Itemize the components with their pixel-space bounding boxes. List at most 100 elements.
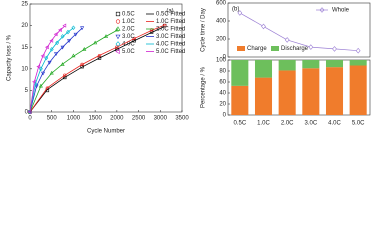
- marker: [332, 46, 337, 52]
- marker: [80, 64, 84, 69]
- legend-label: 5.0C Fitted: [156, 49, 185, 55]
- legend-label: Charge: [247, 46, 267, 52]
- x-tick-label: 1.0C: [257, 121, 270, 127]
- marker: [80, 26, 85, 31]
- x-tick-label: 500: [47, 116, 58, 122]
- bar-segment: [254, 60, 273, 78]
- y-tick-label: 20: [219, 102, 226, 108]
- x-tick-label: 5.0C: [352, 121, 365, 127]
- bar-segment: [302, 68, 320, 115]
- marker: [80, 62, 84, 67]
- x-tick-label: 0.5C: [233, 121, 246, 127]
- axes-frame-a: [29, 3, 183, 113]
- bar-segment: [254, 77, 273, 115]
- marker: [54, 52, 59, 56]
- legend-marker: [115, 34, 121, 40]
- legend-marker: [115, 19, 121, 24]
- y-tick-label: 200: [216, 37, 227, 43]
- legend-label: 1.0C: [122, 19, 135, 25]
- x-tick-label: 3000: [154, 116, 168, 122]
- x-tick-label: 1500: [88, 116, 102, 122]
- y-tick-label: 5: [25, 88, 29, 94]
- marker: [71, 25, 76, 31]
- marker: [132, 36, 136, 41]
- panel-label: (a): [166, 9, 173, 15]
- x-tick-label: 2500: [132, 116, 146, 122]
- legend-marker: [115, 26, 121, 31]
- marker: [44, 55, 49, 61]
- y-axis-label: Percentage / %: [201, 66, 207, 108]
- marker: [49, 47, 54, 52]
- legend-label: 2.0C: [122, 27, 135, 33]
- marker: [38, 83, 43, 88]
- x-tick-label: 1000: [67, 116, 81, 122]
- marker: [149, 30, 154, 34]
- x-axis-label: Cycle Number: [87, 129, 125, 135]
- legend-marker: [115, 49, 120, 54]
- bar-segment: [302, 60, 320, 69]
- legend-label: 4.0C Fitted: [156, 42, 185, 48]
- legend-label: 0.5C Fitted: [156, 12, 185, 18]
- series-line: [239, 12, 359, 52]
- marker: [34, 84, 39, 89]
- bar-segment: [231, 60, 249, 86]
- x-tick-label: 4.0C: [328, 121, 341, 127]
- y-tick-label: 0: [223, 55, 227, 61]
- fitted-line: [29, 27, 74, 113]
- marker: [237, 10, 243, 16]
- legend-label: 1.0C Fitted: [156, 19, 185, 25]
- axes-frame-b-bottom: [227, 59, 371, 116]
- legend-label: 3.0C Fitted: [156, 34, 185, 40]
- marker: [284, 37, 290, 43]
- y-tick-label: 25: [21, 2, 28, 8]
- marker: [47, 60, 52, 65]
- bar-segment: [349, 65, 367, 115]
- y-axis-label: Capacity loss / %: [7, 34, 13, 81]
- y-tick-label: 600: [216, 1, 227, 7]
- bar-segment: [278, 70, 296, 115]
- y-tick-label: 0: [223, 113, 227, 119]
- legend-swatch: [237, 46, 245, 51]
- marker: [308, 44, 314, 50]
- y-tick-label: 400: [216, 19, 227, 25]
- x-tick-label: 2000: [110, 116, 124, 122]
- marker: [63, 75, 67, 80]
- marker: [115, 45, 119, 49]
- bar-segment: [325, 60, 344, 68]
- marker: [114, 27, 119, 32]
- y-axis-label: Cycle time / Day: [201, 8, 207, 52]
- y-tick-label: 15: [21, 45, 28, 51]
- marker: [355, 47, 361, 54]
- legend-label: 0.5C: [122, 12, 135, 18]
- fitted-line: [29, 27, 83, 113]
- x-tick-label: 3.0C: [304, 121, 317, 127]
- marker: [49, 38, 54, 43]
- fitted-line: [29, 26, 165, 113]
- fitted-line: [29, 24, 165, 113]
- legend-label: 4.0C: [122, 42, 135, 48]
- fitted-line: [29, 25, 66, 113]
- marker: [261, 23, 266, 30]
- fitted-line: [29, 30, 118, 113]
- y-tick-label: 80: [219, 69, 226, 75]
- marker: [55, 40, 60, 46]
- bar-segment: [231, 85, 249, 115]
- legend-label: 5.0C: [122, 49, 135, 55]
- y-tick-label: 100: [216, 58, 227, 64]
- x-tick-label: 0: [28, 116, 32, 122]
- x-tick-label: 3500: [175, 116, 189, 122]
- legend-label: Whole: [332, 8, 350, 14]
- legend-label: Discharge: [281, 46, 309, 52]
- bar-segment: [325, 67, 344, 115]
- y-tick-label: 0: [25, 110, 29, 116]
- x-tick-label: 2.0C: [281, 121, 294, 127]
- legend-swatch: [271, 46, 279, 51]
- legend-label: 3.0C: [122, 34, 135, 40]
- figure: 0 500 1000 1500 2000 2500 3000 35000510152025Cy…: [7, 1, 371, 135]
- axes-frame-b-top: [227, 2, 371, 58]
- marker: [63, 73, 67, 77]
- y-tick-label: 20: [21, 23, 28, 29]
- y-tick-label: 10: [21, 66, 28, 72]
- bar-segment: [349, 60, 367, 66]
- legend-marker: [115, 11, 121, 17]
